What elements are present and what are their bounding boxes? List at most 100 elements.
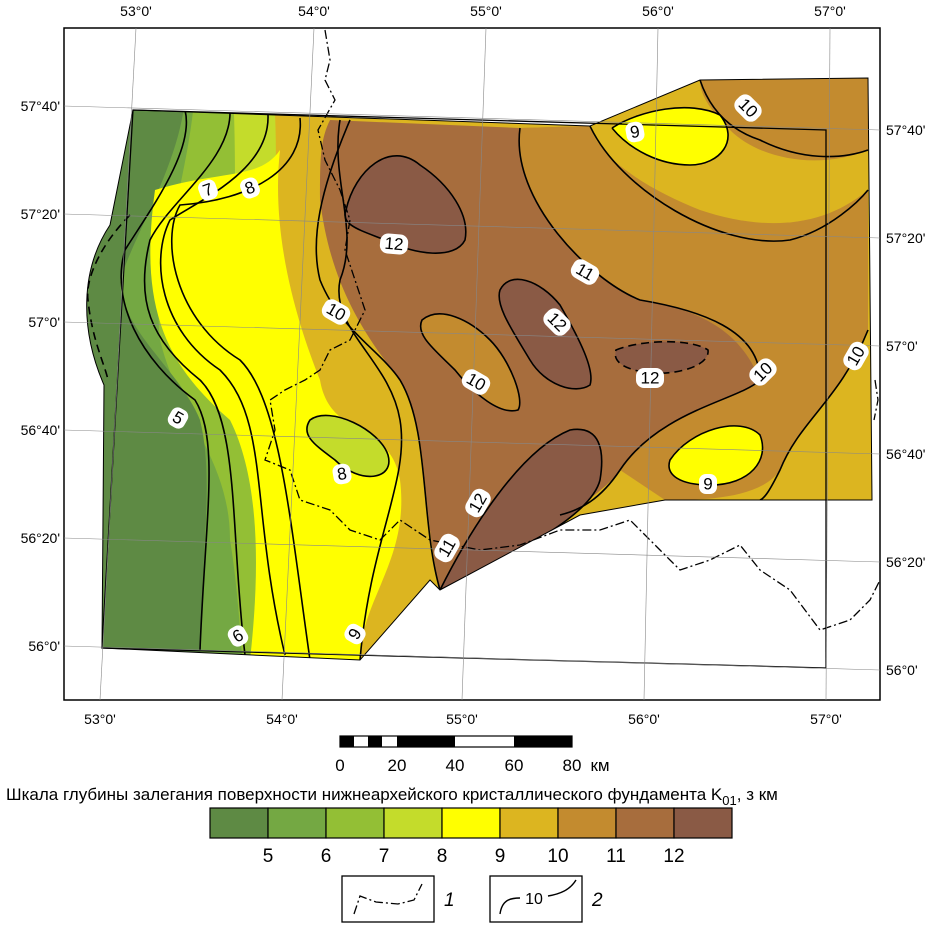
contour-label: 9	[629, 122, 642, 142]
zone-9-north	[612, 107, 729, 165]
key-contour-line	[547, 879, 577, 897]
scale-tick-label: 60	[505, 756, 524, 775]
lon-labels-top: 53°0' 54°0' 55°0' 56°0' 57°0'	[120, 3, 846, 19]
lat-label: 56°40'	[21, 422, 60, 438]
lat-label: 57°20'	[886, 230, 925, 246]
lon-label: 57°0'	[814, 3, 846, 19]
contour-value-labels: 7 8 5 6 8 9 10 12 11 12 11 10 12 12 9 10…	[167, 94, 869, 647]
lon-label: 54°0'	[266, 711, 298, 727]
legend-value: 10	[547, 846, 568, 867]
graticule	[63, 27, 881, 701]
lon-label: 53°0'	[120, 3, 152, 19]
scale-bar: 0 20 40 60 80 км	[335, 735, 610, 775]
scale-tick-label: 20	[388, 756, 407, 775]
legend-value: 6	[321, 846, 332, 867]
contour-10-ne	[699, 79, 869, 158]
contour-9	[337, 119, 403, 660]
contour-10-east	[759, 329, 869, 501]
lat-label: 56°0'	[886, 662, 918, 678]
scale-tick-label: 0	[335, 756, 344, 775]
contour-9-ne	[589, 125, 869, 242]
contour-7	[159, 114, 286, 656]
admin-border-east	[873, 379, 879, 421]
scale-unit: км	[590, 756, 609, 775]
lat-label: 56°20'	[886, 554, 925, 570]
lon-label: 56°0'	[642, 3, 674, 19]
scale-tick-label: 40	[446, 756, 465, 775]
lon-label: 53°0'	[84, 711, 116, 727]
lon-labels-bottom: 53°0' 54°0' 55°0' 56°0' 57°0'	[84, 711, 842, 727]
contour-10	[315, 119, 441, 591]
lat-label: 56°20'	[21, 530, 60, 546]
legend-value: 11	[606, 846, 626, 867]
legend-value: 8	[437, 846, 448, 867]
legend-swatch	[267, 807, 327, 839]
contour-9-south	[668, 425, 764, 486]
contour-6	[143, 109, 246, 656]
color-legend	[209, 807, 733, 839]
contour-9-north	[611, 106, 729, 166]
key-label-2: 2	[591, 890, 603, 911]
lat-label: 57°0'	[886, 338, 918, 354]
key-box-contour	[489, 875, 583, 923]
key-contour-line	[499, 897, 521, 915]
contour-12-north	[344, 155, 467, 254]
contour-10-inner	[419, 313, 521, 412]
contour-label: 8	[336, 464, 349, 484]
legend-value: 12	[663, 846, 684, 867]
key-contour-value: 10	[525, 891, 543, 908]
lon-label: 55°0'	[446, 711, 478, 727]
lat-labels-left: 57°40' 57°20' 57°0' 56°40' 56°20' 56°0'	[21, 98, 60, 654]
lat-label: 57°40'	[21, 98, 60, 114]
lat-label: 56°0'	[28, 638, 60, 654]
zone-12-center	[499, 279, 591, 389]
contour-11	[518, 127, 761, 516]
contour-label: 12	[641, 369, 660, 388]
legend-value: 7	[379, 846, 390, 867]
key-border-line	[353, 883, 423, 915]
legend-swatch	[383, 807, 443, 839]
lat-label: 57°40'	[886, 122, 925, 138]
lat-label: 57°20'	[21, 206, 60, 222]
zone-10-inner	[420, 313, 520, 411]
legend-values: 5 6 7 8 9 10 11 12	[263, 846, 685, 867]
contour-8-inner	[306, 414, 390, 478]
contour-12-east-dashed	[614, 340, 709, 375]
key-label-1: 1	[444, 890, 455, 911]
legend-swatch	[615, 807, 675, 839]
legend-value: 5	[263, 846, 274, 867]
contour-12-center	[498, 278, 592, 390]
legend-swatch	[209, 807, 269, 839]
region-outline	[86, 77, 873, 661]
contour-5	[120, 109, 210, 651]
legend-swatch	[673, 807, 733, 839]
lon-label: 54°0'	[298, 3, 330, 19]
zone-12-south	[440, 429, 602, 590]
legend-value: 9	[495, 846, 506, 867]
legend-swatch	[499, 807, 559, 839]
key-box-border	[341, 875, 435, 923]
lon-label: 56°0'	[628, 711, 660, 727]
zone-9-south	[669, 425, 763, 485]
contour-8	[170, 117, 311, 660]
legend-swatch	[441, 807, 501, 839]
zone-7-inner	[306, 415, 389, 477]
legend-swatch	[557, 807, 617, 839]
zone-8	[150, 150, 402, 660]
zone-12-east	[615, 341, 709, 374]
legend-title: Шкала глубины залегания поверхности нижн…	[6, 785, 778, 808]
contour-label: 9	[703, 475, 712, 494]
lon-label: 55°0'	[470, 3, 502, 19]
zone-10-east	[519, 126, 868, 500]
lon-label: 57°0'	[810, 711, 842, 727]
lat-labels-right: 57°40' 57°20' 57°0' 56°40' 56°20' 56°0'	[886, 122, 925, 678]
lat-label: 56°40'	[886, 446, 925, 462]
legend-swatch	[325, 807, 385, 839]
scale-tick-label: 80	[563, 756, 582, 775]
lat-label: 57°0'	[28, 314, 60, 330]
contour-label: 12	[384, 234, 405, 255]
zone-12-north	[344, 155, 466, 254]
contour-dashed-west	[86, 214, 131, 381]
admin-border	[264, 29, 881, 631]
